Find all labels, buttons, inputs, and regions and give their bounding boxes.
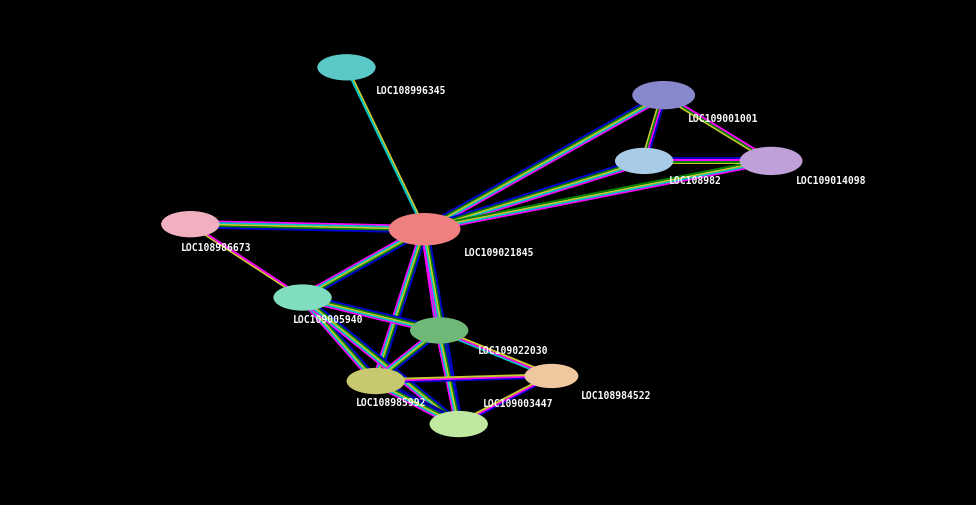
Text: LOC109003447: LOC109003447 <box>483 398 553 408</box>
Text: LOC109022030: LOC109022030 <box>478 345 549 355</box>
Text: LOC108985992: LOC108985992 <box>356 397 427 408</box>
Text: LOC108984522: LOC108984522 <box>581 390 651 400</box>
Text: LOC108986673: LOC108986673 <box>181 242 251 252</box>
Ellipse shape <box>346 368 405 394</box>
Text: LOC108996345: LOC108996345 <box>376 86 446 96</box>
Ellipse shape <box>273 285 332 311</box>
Text: LOC109021845: LOC109021845 <box>464 247 534 258</box>
Ellipse shape <box>740 147 802 176</box>
Text: LOC109001001: LOC109001001 <box>688 114 758 124</box>
Ellipse shape <box>161 212 220 238</box>
Ellipse shape <box>524 364 579 388</box>
Ellipse shape <box>632 82 695 110</box>
Ellipse shape <box>317 55 376 81</box>
Text: LOC109014098: LOC109014098 <box>795 176 866 186</box>
Ellipse shape <box>429 411 488 437</box>
Ellipse shape <box>388 214 461 246</box>
Ellipse shape <box>615 148 673 175</box>
Text: LOC109005940: LOC109005940 <box>293 314 363 324</box>
Text: LOC108982: LOC108982 <box>669 176 721 186</box>
Ellipse shape <box>410 318 468 344</box>
